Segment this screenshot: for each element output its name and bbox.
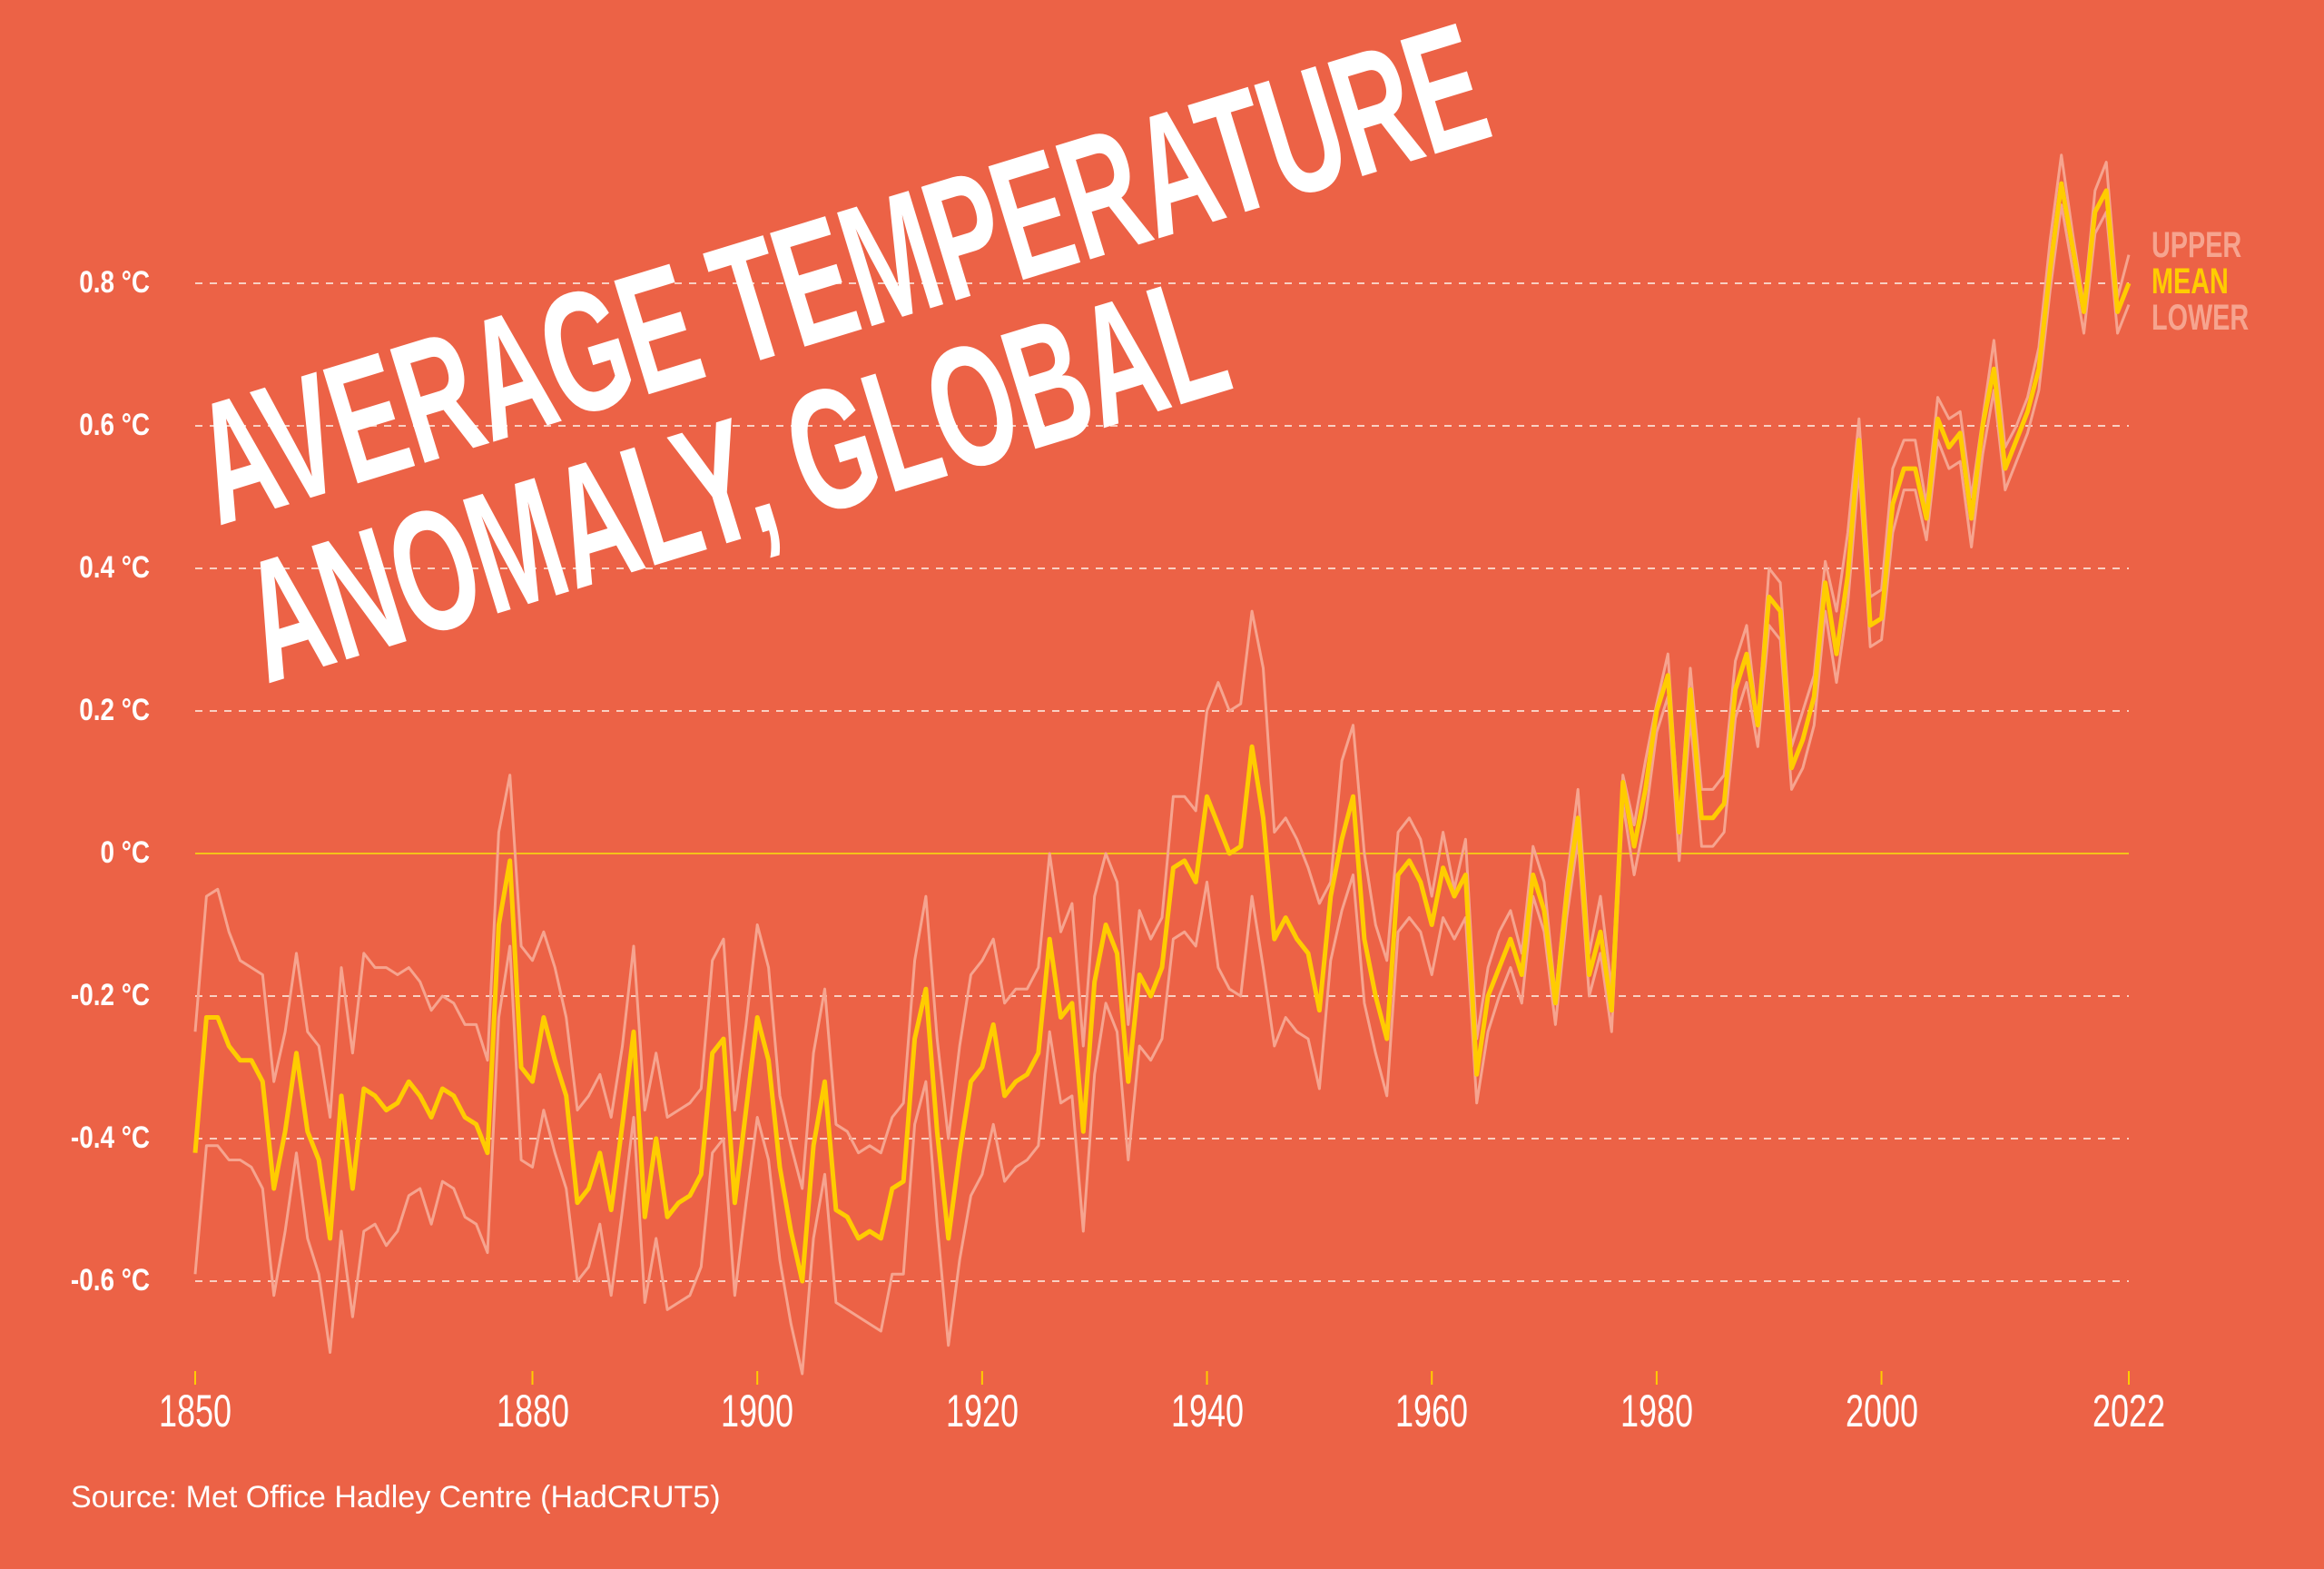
series-line-upper <box>193 153 2131 1190</box>
source-note: Source: Met Office Hadley Centre (HadCRU… <box>71 1480 721 1515</box>
x-tick-label: 1880 <box>496 1386 569 1436</box>
y-tick-label: -0.6 °C <box>70 1263 150 1298</box>
y-tick-label: 0 °C <box>100 835 150 870</box>
x-tick-marks <box>194 1371 2130 1385</box>
legend-lower: LOWER <box>2152 298 2250 338</box>
series-lines <box>192 153 2132 1376</box>
series-line-mean <box>192 181 2132 1284</box>
x-tick-label: 1900 <box>721 1386 794 1436</box>
y-tick-label: -0.4 °C <box>70 1120 150 1155</box>
x-tick-label: 1980 <box>1620 1386 1693 1436</box>
y-tick-label: 0.8 °C <box>79 265 150 300</box>
x-tick-label: 1850 <box>158 1386 232 1436</box>
legend: UPPER MEAN LOWER <box>2152 227 2249 336</box>
y-tick-label: 0.6 °C <box>79 408 150 442</box>
series-line-lower <box>193 203 2131 1376</box>
x-tick-label: 1960 <box>1395 1386 1469 1436</box>
x-tick-label: 1940 <box>1170 1386 1244 1436</box>
x-tick-label: 2000 <box>1845 1386 1918 1436</box>
legend-upper: UPPER <box>2152 225 2242 265</box>
x-tick-label: 1920 <box>945 1386 1019 1436</box>
x-tick-label: 2022 <box>2092 1386 2166 1436</box>
y-tick-label: -0.2 °C <box>70 978 150 1012</box>
y-tick-label: 0.4 °C <box>79 550 150 585</box>
legend-mean: MEAN <box>2152 262 2229 301</box>
y-tick-label: 0.2 °C <box>79 693 150 727</box>
